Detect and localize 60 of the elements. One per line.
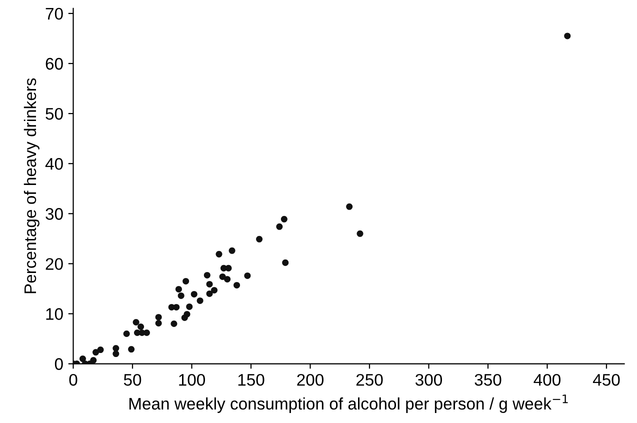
x-tick-label: 400 xyxy=(534,374,560,386)
y-tick-label: 20 xyxy=(46,258,63,270)
y-tick-label: 30 xyxy=(46,208,63,220)
point xyxy=(224,276,231,282)
point xyxy=(184,310,190,318)
point xyxy=(234,282,240,288)
point xyxy=(173,304,180,310)
point xyxy=(190,290,198,298)
point xyxy=(132,318,140,326)
point xyxy=(206,280,213,288)
point xyxy=(143,329,150,336)
point xyxy=(123,330,130,338)
point xyxy=(276,223,283,230)
point xyxy=(97,346,104,354)
y-tick-label: 10 xyxy=(46,308,63,320)
x-tick-label: 100 xyxy=(179,374,206,386)
point xyxy=(112,345,120,352)
y-axis-title: Percentage of heavy drinkers xyxy=(24,78,40,294)
point xyxy=(170,320,178,327)
y-tick-label: 70 xyxy=(46,8,63,20)
point xyxy=(228,247,236,254)
point xyxy=(282,259,289,266)
y-tick-label: 40 xyxy=(45,158,63,170)
point xyxy=(225,264,232,272)
point xyxy=(256,236,263,242)
point xyxy=(182,278,190,284)
point xyxy=(112,350,120,358)
x-tick-label: 300 xyxy=(415,374,442,386)
point xyxy=(244,272,251,279)
x-tick-label: 450 xyxy=(592,374,620,386)
x-tick-label: 0 xyxy=(69,374,78,386)
x-tick-label: 250 xyxy=(356,374,383,386)
point xyxy=(356,230,364,237)
point xyxy=(175,286,182,292)
point xyxy=(216,250,222,258)
point xyxy=(92,349,100,356)
x-tick-label: 150 xyxy=(238,374,264,386)
point xyxy=(564,32,571,40)
point xyxy=(155,314,162,320)
point xyxy=(196,297,204,304)
point xyxy=(346,203,353,210)
point xyxy=(90,357,97,364)
point xyxy=(128,346,135,353)
x-tick-label: 200 xyxy=(297,374,324,386)
x-tick-label: 50 xyxy=(124,374,142,386)
point xyxy=(204,272,210,278)
point xyxy=(155,320,162,326)
point xyxy=(79,356,86,362)
y-tick-label: 0 xyxy=(54,358,63,370)
x-tick-label: 350 xyxy=(474,374,502,386)
point xyxy=(280,216,288,222)
y-tick-label: 60 xyxy=(46,58,63,70)
y-tick-label: 50 xyxy=(46,108,63,120)
point xyxy=(211,286,218,294)
point xyxy=(178,292,184,299)
point xyxy=(206,290,213,297)
point xyxy=(219,273,226,280)
point xyxy=(186,303,193,310)
point xyxy=(138,323,144,330)
x-axis-title: Mean weekly consumption of alcohol per person / g week$^{−1}$ xyxy=(129,394,568,413)
